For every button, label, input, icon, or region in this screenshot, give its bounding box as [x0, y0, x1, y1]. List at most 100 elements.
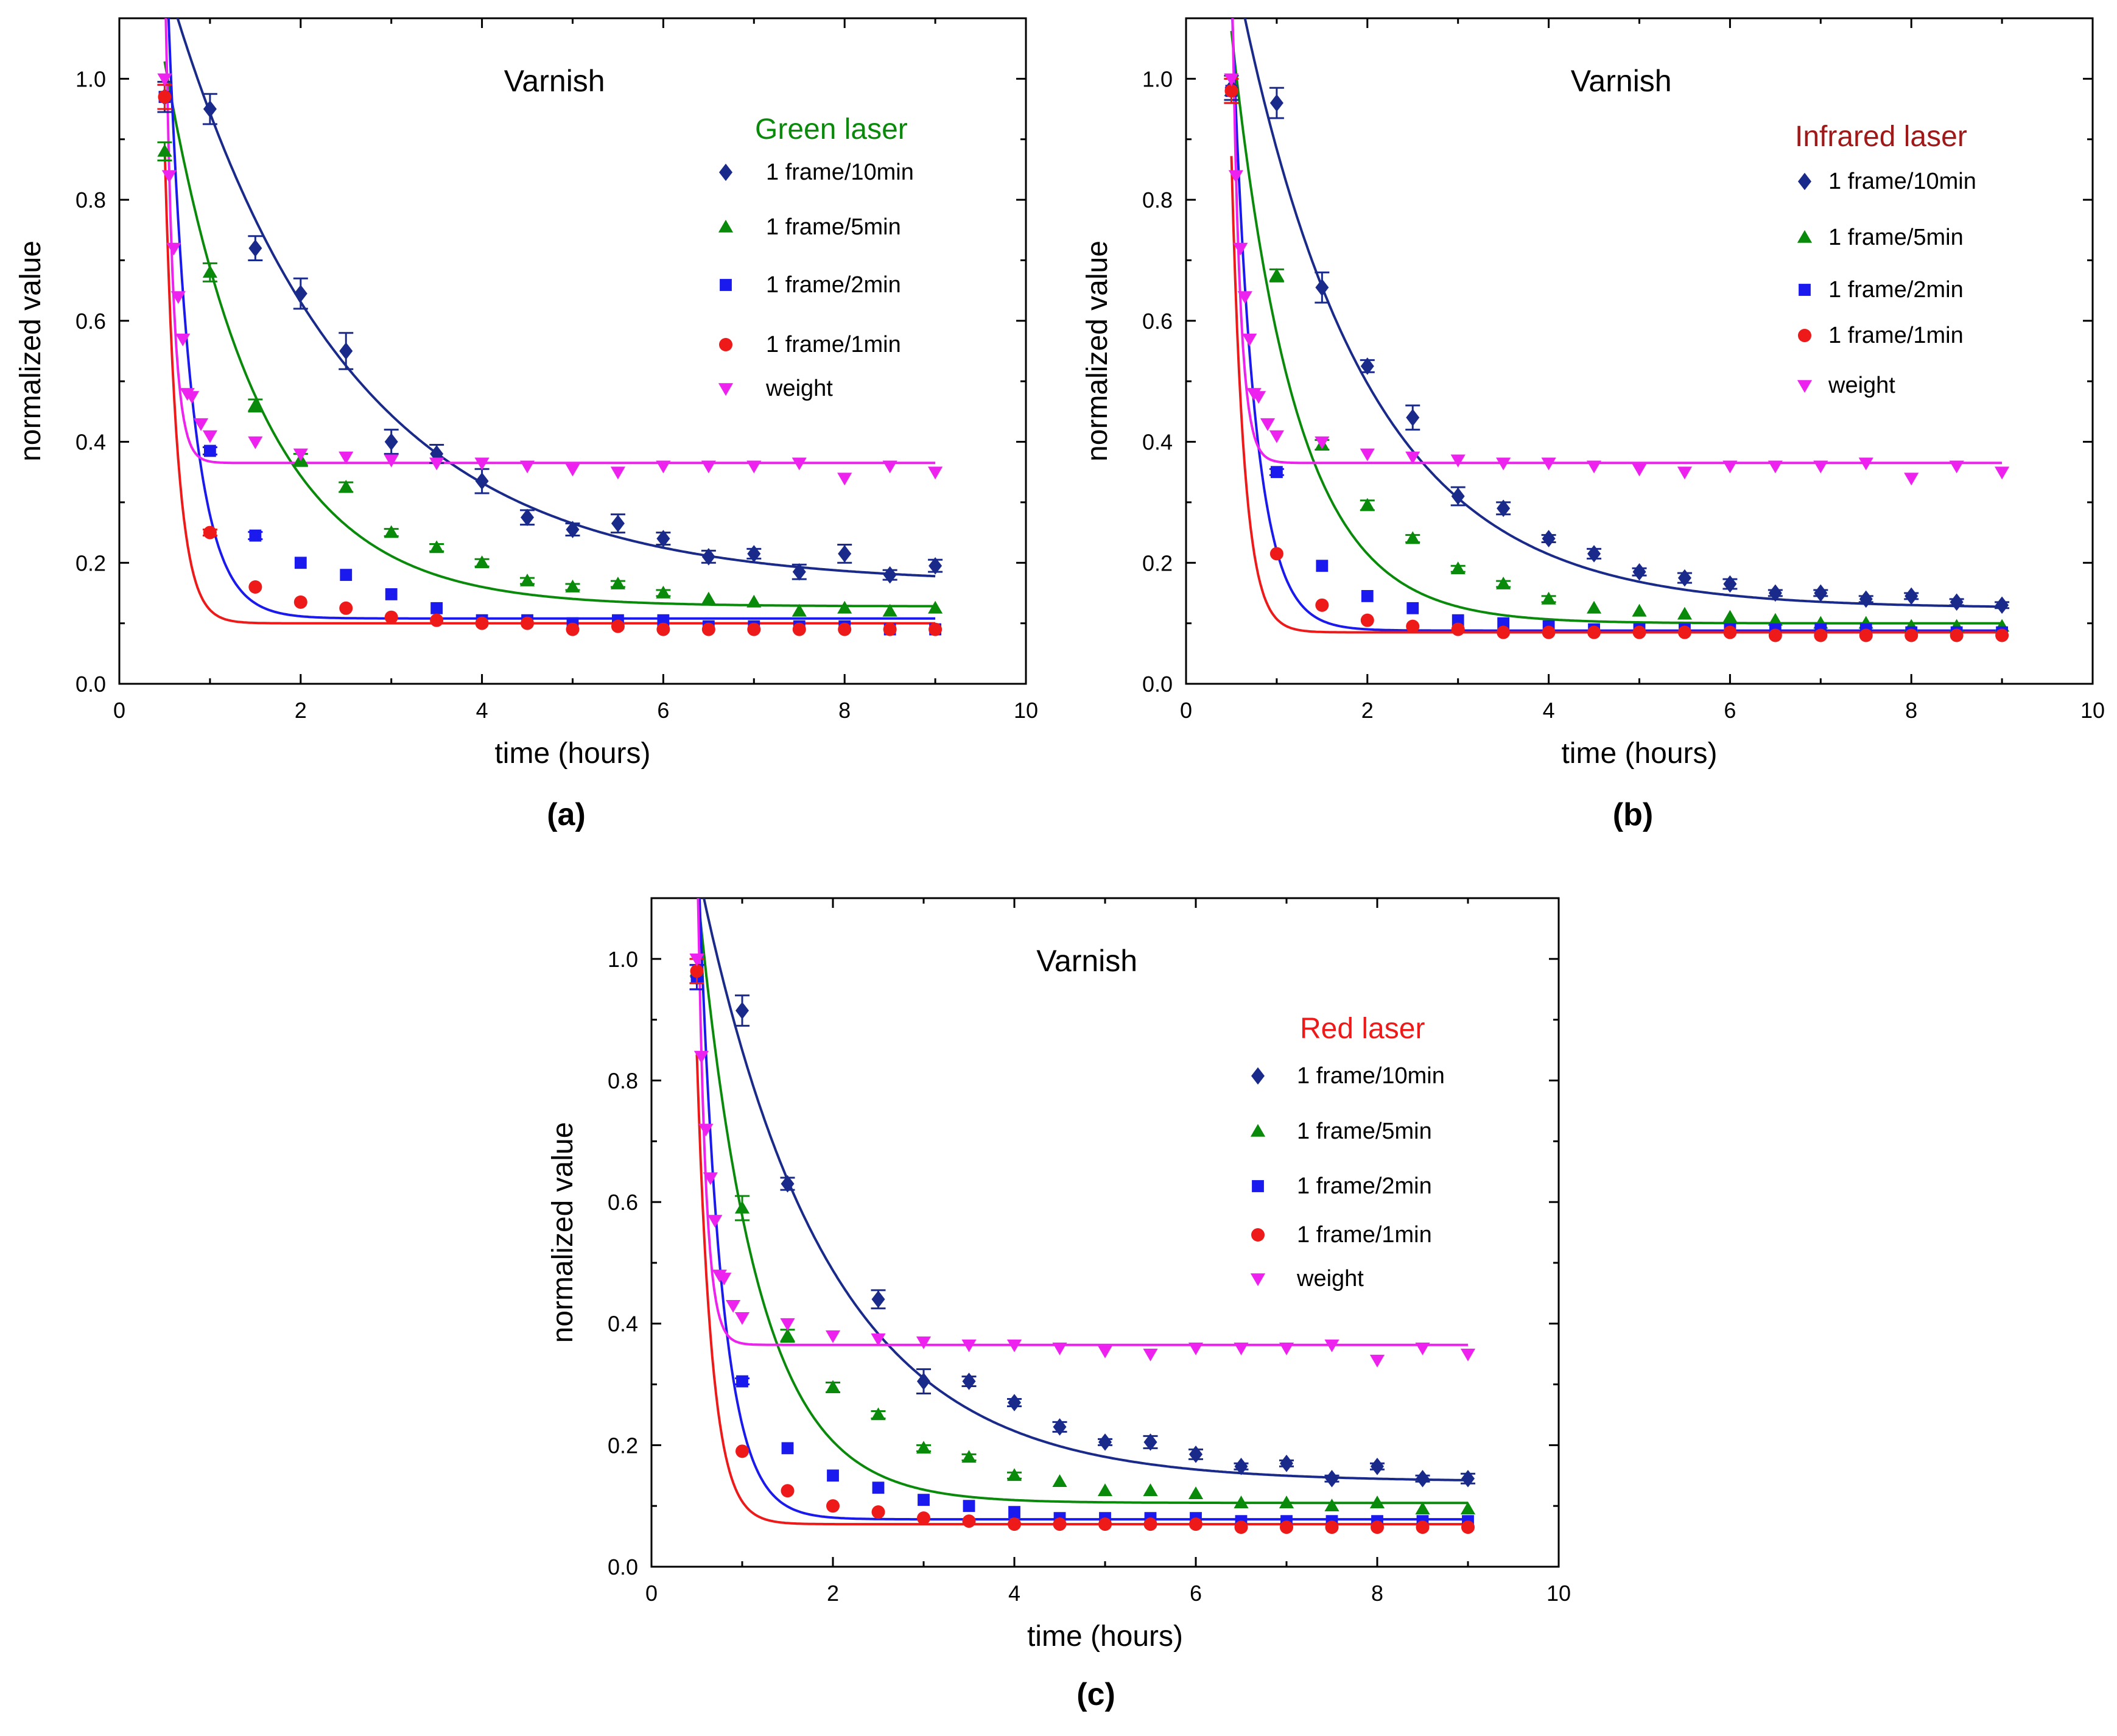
data-point	[838, 622, 852, 636]
legend-title: Infrared laser	[1795, 121, 1967, 153]
data-point	[689, 954, 704, 966]
data-point	[871, 1407, 886, 1421]
legend-label: 1 frame/5min	[1297, 1119, 1432, 1144]
data-point	[746, 460, 762, 474]
data-point	[474, 555, 490, 569]
fit-curve-1-frame-10min	[176, 18, 936, 578]
data-point	[1814, 628, 1828, 642]
legend-label: 1 frame/1min	[1297, 1222, 1432, 1248]
data-point	[1405, 451, 1420, 465]
data-point	[1450, 561, 1466, 575]
legend-label: 1 frame/10min	[1828, 169, 1976, 194]
legend-marker	[1798, 329, 1811, 342]
data-point	[1452, 614, 1464, 627]
fit-curve-1-frame-2min	[1231, 18, 2003, 632]
data-point	[929, 557, 943, 575]
data-point	[1722, 610, 1738, 623]
data-point	[1461, 1469, 1475, 1488]
legend-label: weight	[1296, 1266, 1364, 1291]
data-point	[792, 622, 806, 636]
data-point	[1768, 584, 1782, 602]
y-tick-label: 1.0	[608, 947, 638, 972]
x-tick-label: 10	[2080, 698, 2105, 723]
data-point	[294, 557, 307, 569]
data-point	[1280, 1455, 1293, 1472]
fit-curve-1-frame-5min	[697, 898, 1468, 1505]
y-axis-label: normalized value	[547, 1122, 579, 1343]
data-point	[248, 580, 262, 594]
data-point	[780, 1318, 795, 1331]
data-point	[656, 460, 671, 474]
data-point	[1325, 1520, 1339, 1534]
data-point	[736, 1444, 749, 1458]
data-point	[1008, 1517, 1021, 1531]
data-point	[1632, 603, 1647, 617]
data-point	[203, 525, 217, 539]
data-point	[1053, 1517, 1067, 1531]
data-point	[928, 600, 943, 614]
data-point	[792, 563, 806, 581]
data-point	[384, 454, 399, 468]
data-point	[1324, 1339, 1339, 1352]
data-point	[166, 242, 181, 256]
data-point	[792, 603, 807, 617]
data-point	[1722, 460, 1738, 474]
data-point	[339, 479, 354, 493]
data-point	[1450, 454, 1466, 468]
legend-marker	[1252, 1180, 1264, 1192]
data-point	[293, 595, 307, 609]
data-point	[157, 144, 172, 157]
x-tick-label: 6	[1724, 698, 1736, 723]
data-point	[429, 540, 444, 553]
data-point	[203, 100, 217, 118]
x-tick-label: 4	[476, 698, 488, 723]
data-point	[1587, 625, 1601, 639]
data-point	[1271, 466, 1283, 479]
data-point	[1234, 1520, 1248, 1534]
chart-panel-2: 0 2 4 6 8 10 0.0 0.2 0.4 0.6 0.8 1.0 time (hours) nor…	[1081, 17, 2105, 770]
series-1-frame-5min	[157, 141, 943, 617]
x-axis-label: time (hours)	[1561, 737, 1717, 770]
data-point	[1143, 1517, 1157, 1531]
fit-curve-1-frame-5min	[163, 61, 936, 608]
data-point	[1325, 1469, 1339, 1488]
legend-marker	[718, 383, 734, 396]
data-point	[871, 1333, 886, 1346]
data-point	[1859, 590, 1873, 608]
data-point	[1360, 497, 1375, 511]
y-tick-label: 0.2	[1142, 550, 1173, 575]
chart-title: Varnish	[1571, 64, 1672, 98]
data-point	[1228, 170, 1243, 183]
fit-curve-weight	[1231, 18, 2003, 465]
data-point	[701, 548, 715, 566]
data-point	[1858, 457, 1873, 471]
data-point	[248, 239, 262, 257]
data-point	[1234, 1495, 1249, 1508]
data-point	[1233, 242, 1248, 256]
data-point	[825, 1330, 841, 1343]
legend-label: 1 frame/2min	[1828, 277, 1964, 303]
data-point	[1995, 466, 2010, 480]
data-point	[202, 430, 217, 443]
data-point	[1416, 1520, 1430, 1534]
legend-marker	[1251, 1067, 1265, 1085]
data-point	[917, 1372, 930, 1390]
data-point	[1052, 1342, 1067, 1355]
x-tick-label: 8	[838, 698, 851, 723]
data-point	[1415, 1342, 1430, 1355]
x-tick-label: 10	[1014, 698, 1038, 723]
data-point	[1371, 1520, 1384, 1534]
x-tick-label: 10	[1546, 1581, 1571, 1606]
data-point	[1497, 499, 1511, 518]
data-point	[1189, 1517, 1202, 1531]
data-point	[827, 1469, 839, 1482]
series-1-frame-1min	[157, 83, 943, 636]
chart-title: Varnish	[1036, 944, 1137, 978]
data-point	[747, 545, 761, 563]
legend-marker	[1251, 1228, 1265, 1242]
data-point	[1451, 622, 1465, 636]
data-point	[293, 448, 308, 462]
legend-marker	[1797, 380, 1813, 393]
data-point	[1723, 625, 1737, 639]
data-point	[204, 445, 216, 457]
